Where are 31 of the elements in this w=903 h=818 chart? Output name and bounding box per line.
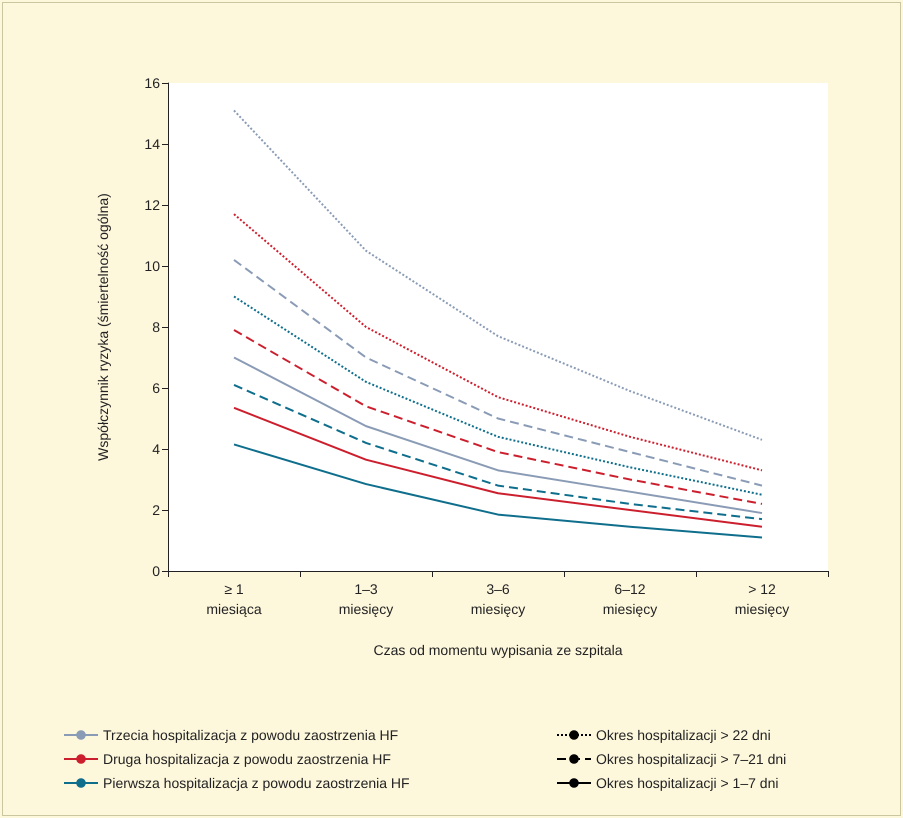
legend-label: Okres hospitalizacji > 7–21 dni bbox=[596, 751, 786, 767]
legend-label: Trzecia hospitalizacja z powodu zaostrzenia HF bbox=[103, 727, 398, 743]
y-tick-label: 16 bbox=[144, 75, 160, 91]
x-tick-label: 3–6 miesięcy bbox=[470, 581, 526, 617]
legend-label: Druga hospitalizacja z powodu zaostrzenia HF bbox=[103, 751, 391, 767]
x-tick-label: > 12 miesięcy bbox=[734, 581, 790, 617]
x-tick-label: ≥ 1 miesiąca bbox=[206, 581, 262, 617]
y-tick-label: 0 bbox=[152, 563, 160, 579]
line-series bbox=[233, 109, 763, 441]
legend-label: Okres hospitalizacji > 22 dni bbox=[596, 727, 771, 743]
y-tick-label: 6 bbox=[152, 380, 160, 396]
y-axis-title: Współczynnik ryzyka (śmiertelność ogólna) bbox=[95, 193, 111, 461]
line-series bbox=[233, 443, 763, 538]
line-series bbox=[233, 329, 763, 505]
y-tick-label: 12 bbox=[144, 197, 160, 213]
line-series bbox=[233, 356, 763, 514]
legend-label: Pierwsza hospitalizacja z powodu zaostrzenia HF bbox=[103, 775, 410, 791]
line-series bbox=[233, 258, 763, 487]
y-tick-label: 8 bbox=[152, 319, 160, 335]
legend-label: Okres hospitalizacji > 1–7 dni bbox=[596, 775, 778, 791]
x-tick-label: 1–3 miesięcy bbox=[338, 581, 394, 617]
line-series bbox=[233, 384, 763, 520]
y-tick-label: 14 bbox=[144, 136, 160, 152]
y-tick-label: 10 bbox=[144, 258, 160, 274]
y-tick-label: 4 bbox=[152, 441, 160, 457]
x-tick-label: 6–12 miesięcy bbox=[602, 581, 658, 617]
x-axis-title: Czas od momentu wypisania ze szpitala bbox=[373, 642, 623, 658]
line-series bbox=[233, 296, 763, 496]
line-series bbox=[233, 213, 763, 472]
y-tick-label: 2 bbox=[152, 502, 160, 518]
line-series bbox=[233, 406, 763, 528]
